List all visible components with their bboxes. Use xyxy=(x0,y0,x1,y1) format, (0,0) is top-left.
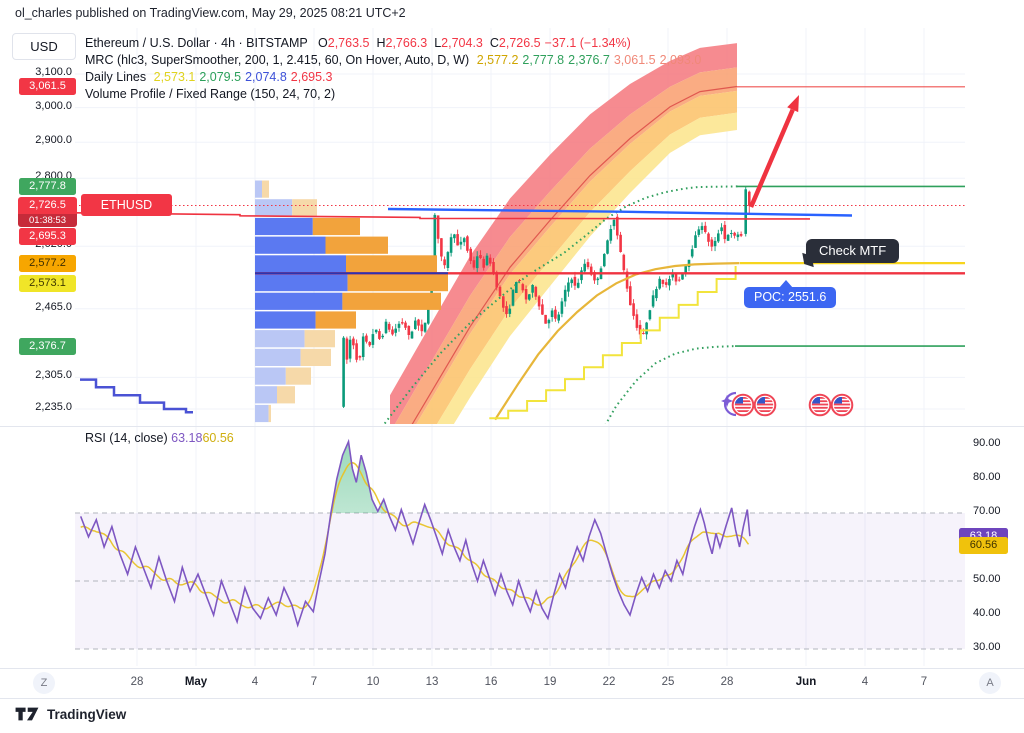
poc-badge[interactable]: POC: 2551.6 xyxy=(744,287,837,308)
currency-button[interactable]: USD xyxy=(12,33,76,60)
rsi-indicator-row[interactable]: RSI (14, close) 63.1860.56 xyxy=(85,431,234,445)
footer-separator xyxy=(0,698,1024,699)
indicator-value: 2,573.1 xyxy=(153,70,196,84)
check-mtf-callout[interactable]: Check MTF xyxy=(806,239,900,263)
ohlc-value: 2,726.5 xyxy=(498,36,541,50)
indicator-value: 60.56 xyxy=(202,431,234,445)
time-axis-separator xyxy=(0,668,1024,669)
rsi-pane xyxy=(75,438,965,650)
blue-step-line xyxy=(80,378,193,414)
crescent-icon xyxy=(723,391,737,417)
tradingview-brand: TradingView xyxy=(47,706,127,722)
daily-lines-label: Daily Lines xyxy=(85,70,147,84)
ohlc-key: H xyxy=(376,36,386,50)
change-value: −37.1 (−1.34%) xyxy=(544,36,631,50)
ohlc-key: O xyxy=(318,36,328,50)
chart-legend: Ethereum / U.S. Dollar · 4h · BITSTAMP O… xyxy=(85,35,701,103)
tradingview-logo-icon xyxy=(15,707,39,721)
indicator-lines xyxy=(75,86,965,424)
tradingview-footer[interactable]: TradingView xyxy=(14,704,126,724)
indicator-value: 2,376.7 xyxy=(568,53,610,67)
ohlc-value: 2,766.3 xyxy=(385,36,428,50)
volume-profile-row[interactable]: Volume Profile / Fixed Range (150, 24, 7… xyxy=(85,86,701,103)
daily-lines-row[interactable]: Daily Lines 2,573.1 2,079.5 2,074.8 2,695.3 xyxy=(85,69,701,86)
blue-anchored-line xyxy=(387,207,853,217)
mrc-label: MRC (hlc3, SuperSmoother, 200, 1, 2.415,… xyxy=(85,53,470,67)
red-daily-line xyxy=(75,212,810,220)
poc-badge-tail xyxy=(779,280,793,288)
main-pane xyxy=(75,43,965,424)
indicator-value: 2,577.2 xyxy=(476,53,519,67)
mrc-indicator-row[interactable]: MRC (hlc3, SuperSmoother, 200, 1, 2.415,… xyxy=(85,52,701,69)
indicator-value: 2,093.0 xyxy=(659,53,702,67)
rsi-values: 63.1860.56 xyxy=(171,431,234,445)
upper-band-dotted-curve xyxy=(383,185,738,424)
symbol-row[interactable]: Ethereum / U.S. Dollar · 4h · BITSTAMP O… xyxy=(85,35,701,52)
publish-info: ol_charles published on TradingView.com,… xyxy=(15,6,406,20)
pane-separator[interactable] xyxy=(0,426,1024,427)
ohlc-values: O2,763.5 H2,766.3 L2,704.3 C2,726.5 −37.1 (−… xyxy=(311,36,631,50)
indicator-value: 2,079.5 xyxy=(199,70,242,84)
indicator-value: 63.18 xyxy=(171,431,203,445)
indicator-value: 2,074.8 xyxy=(245,70,287,84)
daily-lines-values: 2,573.1 2,079.5 2,074.8 2,695.3 xyxy=(150,70,333,84)
yellow-step-line xyxy=(489,266,737,420)
drawn-arrow[interactable] xyxy=(748,95,799,208)
indicator-value: 2,695.3 xyxy=(290,70,333,84)
rsi-ma-line xyxy=(80,462,750,610)
indicator-value: 2,777.8 xyxy=(522,53,565,67)
lower-band-dotted-curve xyxy=(604,345,736,424)
ohlc-value: 2,704.3 xyxy=(441,36,483,50)
event-markers[interactable] xyxy=(721,391,854,417)
mrc-band xyxy=(390,43,738,424)
volume-profile-label: Volume Profile / Fixed Range (150, 24, 7… xyxy=(85,87,336,101)
ohlc-key: L xyxy=(434,36,442,50)
sparkle-icon xyxy=(721,395,733,407)
scroll-right-button[interactable]: A xyxy=(979,672,1001,694)
symbol-title[interactable]: Ethereum / U.S. Dollar · 4h · BITSTAMP xyxy=(85,36,308,50)
scroll-left-button[interactable]: Z xyxy=(33,672,55,694)
rsi-line xyxy=(79,438,751,628)
mrc-values: 2,577.2 2,777.8 2,376.7 3,061.5 2,093.0 xyxy=(473,53,702,67)
ohlc-value: 2,763.5 xyxy=(327,36,370,50)
volume-profile xyxy=(255,180,448,423)
rsi-label: RSI (14, close) xyxy=(85,431,168,445)
ohlc-key: C xyxy=(489,36,499,50)
yellow-ma-curve xyxy=(494,262,740,421)
indicator-value: 3,061.5 xyxy=(613,53,656,67)
